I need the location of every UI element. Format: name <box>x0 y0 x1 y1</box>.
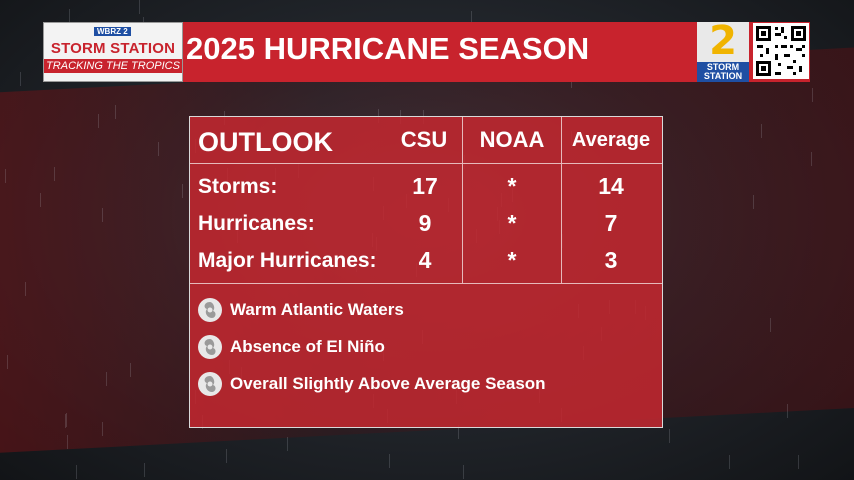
outlook-heading: OUTLOOK <box>198 127 333 157</box>
rain-streak <box>463 465 464 479</box>
rain-streak <box>729 455 730 469</box>
rain-streak <box>67 435 68 449</box>
rain-streak <box>226 449 227 463</box>
page-title: 2025 HURRICANE SEASON <box>186 31 590 66</box>
column-divider <box>561 117 562 283</box>
channel-number: 2 <box>709 18 737 64</box>
row-label-storms: Storms: <box>198 175 278 198</box>
rain-streak <box>5 169 6 183</box>
rain-streak <box>54 167 55 181</box>
rain-streak <box>753 195 754 209</box>
rain-streak <box>130 363 131 377</box>
logo-tagline: TRACKING THE TROPICS <box>44 59 182 73</box>
rain-streak <box>182 184 183 198</box>
rain-streak <box>761 124 762 138</box>
rain-streak <box>106 372 107 386</box>
rain-streak <box>669 429 670 443</box>
channel-badge-line2: STATION <box>703 71 743 81</box>
rain-streak <box>812 88 813 102</box>
rain-streak <box>770 318 771 332</box>
rain-streak <box>102 422 103 436</box>
average-storms-value: 14 <box>598 173 624 199</box>
rain-streak <box>66 413 67 427</box>
noaa-hurricanes-value: * <box>507 210 517 236</box>
qr-code-icon <box>753 23 809 79</box>
outlook-panel: OUTLOOK CSU NOAA Average Storms: 17 * 14… <box>189 116 663 428</box>
factor-item: Absence of El Niño <box>198 334 385 360</box>
rain-streak <box>115 105 116 119</box>
storm-station-logo: WBRZ 2 STORM STATION TRACKING THE TROPIC… <box>43 22 183 82</box>
hurricane-icon <box>198 335 222 359</box>
row-label-major-hurricanes: Major Hurricanes: <box>198 249 377 272</box>
logo-brand-text: STORM STATION <box>50 40 176 57</box>
csu-hurricanes-value: 9 <box>418 210 432 236</box>
channel-2-badge: 2 STORM STATION <box>697 18 749 82</box>
hurricane-icon <box>198 372 222 396</box>
column-header-noaa: NOAA <box>479 127 545 152</box>
title-bar: WBRZ 2 STORM STATION TRACKING THE TROPIC… <box>43 18 810 82</box>
rain-streak <box>144 463 145 477</box>
channel-badge-line1: STORM <box>706 62 740 72</box>
factor-item: Warm Atlantic Waters <box>198 297 404 323</box>
column-header-csu: CSU <box>400 127 448 152</box>
rain-streak <box>69 9 70 23</box>
factor-item: Overall Slightly Above Average Season <box>198 371 546 397</box>
rain-streak <box>76 465 77 479</box>
noaa-major-hurricanes-value: * <box>507 247 517 273</box>
rain-streak <box>471 11 472 25</box>
rain-streak <box>458 425 459 439</box>
rain-streak <box>787 404 788 418</box>
qr-code[interactable] <box>753 23 809 79</box>
rain-streak <box>7 355 8 369</box>
csu-storms-value: 17 <box>412 173 438 199</box>
rain-streak <box>139 0 140 14</box>
rain-streak <box>25 282 26 296</box>
rain-streak <box>389 454 390 468</box>
row-label-hurricanes: Hurricanes: <box>198 212 315 235</box>
average-major-hurricanes-value: 3 <box>604 247 618 273</box>
rain-streak <box>98 114 99 128</box>
rain-streak <box>798 455 799 469</box>
rain-streak <box>20 72 21 86</box>
hurricane-icon <box>198 298 222 322</box>
noaa-storms-value: * <box>507 173 517 199</box>
column-header-average: Average <box>571 129 651 151</box>
rain-streak <box>102 208 103 222</box>
csu-major-hurricanes-value: 4 <box>418 247 432 273</box>
channel-badge-text: STORM STATION <box>697 62 749 82</box>
factor-text: Overall Slightly Above Average Season <box>230 374 546 393</box>
section-divider <box>190 283 662 284</box>
rain-streak <box>811 152 812 166</box>
row-divider <box>190 163 662 164</box>
factor-text: Warm Atlantic Waters <box>230 300 404 319</box>
rain-streak <box>158 142 159 156</box>
column-divider <box>462 117 463 283</box>
wbrz-badge: WBRZ 2 <box>94 27 131 36</box>
rain-streak <box>40 193 41 207</box>
rain-streak <box>65 414 66 428</box>
rain-streak <box>287 437 288 451</box>
average-hurricanes-value: 7 <box>604 210 618 236</box>
factor-text: Absence of El Niño <box>230 337 385 356</box>
